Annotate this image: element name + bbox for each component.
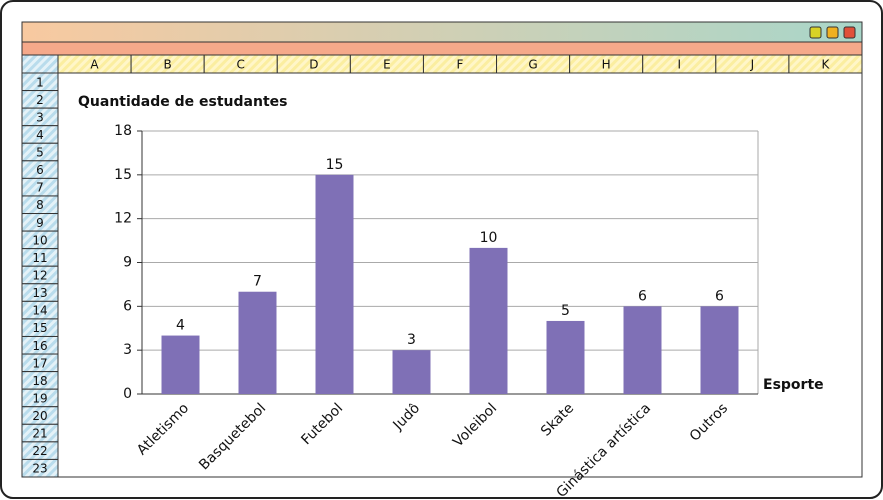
column-label: C	[237, 58, 245, 72]
title-bar	[21, 21, 863, 43]
y-tick-label: 3	[123, 342, 132, 358]
bar	[700, 306, 739, 394]
row-label: 14	[32, 304, 47, 318]
bar	[469, 247, 508, 394]
row-header[interactable]	[21, 458, 59, 478]
x-axis-label: Esporte	[763, 377, 824, 393]
row-label: 12	[32, 269, 47, 283]
value-label: 6	[715, 288, 724, 304]
minimize-button[interactable]	[809, 26, 822, 39]
row-label: 11	[32, 251, 47, 265]
value-label: 3	[407, 332, 416, 348]
value-label: 5	[561, 303, 570, 319]
column-label: B	[164, 58, 172, 72]
row-label: 7	[36, 181, 44, 195]
row-label: 15	[32, 321, 47, 335]
column-label: J	[750, 58, 755, 72]
bar	[161, 335, 200, 394]
row-label: 6	[36, 163, 44, 177]
row-label: 17	[32, 356, 47, 370]
value-label: 10	[480, 230, 498, 246]
close-button[interactable]	[843, 26, 856, 39]
row-label: 16	[32, 339, 47, 353]
row-label: 1	[36, 75, 44, 89]
row-label: 9	[36, 216, 44, 230]
value-label: 6	[638, 288, 647, 304]
value-label: 7	[253, 274, 262, 290]
chart-title: Quantidade de estudantes	[78, 94, 287, 110]
bar	[238, 291, 277, 394]
window	[21, 21, 863, 478]
row-label: 5	[36, 146, 44, 160]
column-label: G	[528, 58, 537, 72]
row-label: 18	[32, 374, 47, 388]
corner-cell	[21, 54, 59, 74]
y-tick-label: 0	[123, 386, 132, 402]
maximize-button[interactable]	[826, 26, 839, 39]
column-label: D	[309, 58, 318, 72]
row-label: 20	[32, 409, 47, 423]
bar	[623, 306, 662, 394]
value-label: 15	[326, 157, 344, 173]
column-label: I	[677, 58, 681, 72]
value-label: 4	[176, 318, 185, 334]
column-label: K	[822, 58, 831, 72]
row-label: 13	[32, 286, 47, 300]
column-label: H	[602, 58, 611, 72]
y-tick-label: 9	[123, 255, 132, 271]
y-tick-label: 6	[123, 298, 132, 314]
row-label: 23	[32, 462, 47, 476]
row-label: 8	[36, 198, 44, 212]
row-label: 21	[32, 427, 47, 441]
y-tick-label: 12	[114, 211, 132, 227]
toolbar	[21, 41, 863, 56]
row-label: 2	[36, 93, 44, 107]
y-tick-label: 18	[114, 123, 132, 139]
column-header[interactable]	[788, 54, 863, 74]
bar	[392, 350, 431, 394]
row-label: 19	[32, 391, 47, 405]
column-label: E	[383, 58, 391, 72]
bar	[546, 320, 585, 394]
row-label: 3	[36, 110, 44, 124]
row-label: 10	[32, 233, 47, 247]
y-tick-label: 15	[114, 167, 132, 183]
row-label: 4	[36, 128, 44, 142]
column-label: A	[90, 58, 99, 72]
bar	[315, 174, 354, 394]
column-label: F	[457, 58, 464, 72]
row-label: 22	[32, 444, 47, 458]
